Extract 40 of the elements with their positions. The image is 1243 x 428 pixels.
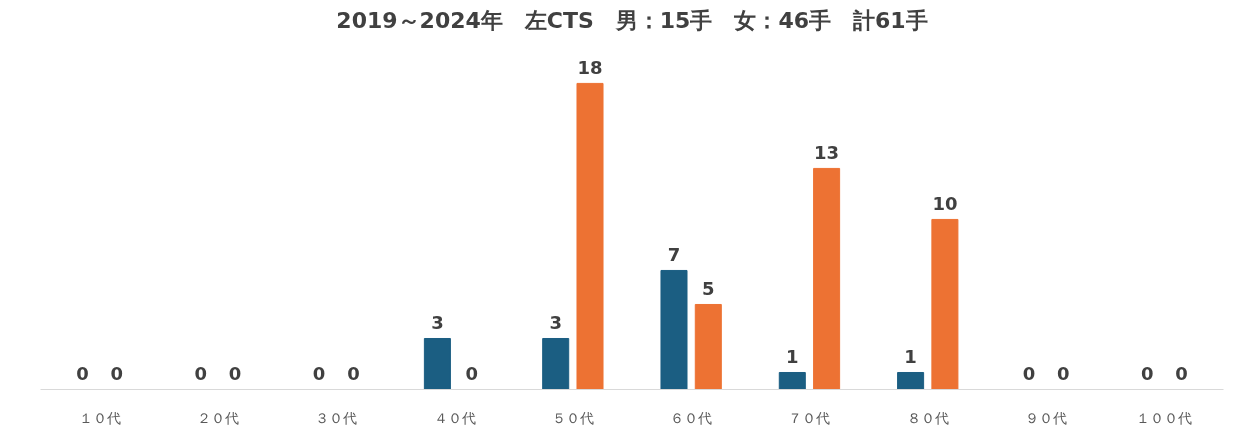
- bar: [897, 372, 925, 390]
- bar: [542, 337, 570, 390]
- data-label: 0: [465, 363, 478, 385]
- data-label: 0: [228, 363, 242, 385]
- bar: [660, 269, 688, 390]
- x-tick-label: ５０代: [551, 409, 594, 426]
- data-label: 0: [194, 363, 208, 385]
- data-label: 7: [667, 244, 681, 266]
- data-label: 0: [110, 363, 124, 385]
- x-tick-label: １０代: [78, 409, 121, 426]
- bar: [576, 82, 604, 390]
- data-label: 1: [786, 346, 799, 368]
- x-tick-label: ６０代: [670, 409, 713, 426]
- x-tick-label: １００代: [1136, 409, 1193, 426]
- bar: [694, 303, 722, 390]
- data-label: 0: [1140, 363, 1154, 385]
- data-label: 0: [1022, 363, 1036, 385]
- data-label: 3: [549, 312, 562, 334]
- data-label: 0: [1175, 363, 1188, 385]
- data-label: 0: [312, 363, 326, 385]
- x-tick-label: ３０代: [315, 409, 358, 426]
- x-tick-label: ８０代: [906, 409, 949, 426]
- chart-title: 2019～2024年 左CTS 男：15手 女：46手 計61手: [336, 7, 928, 33]
- x-tick-label: ９０代: [1025, 409, 1068, 426]
- data-label: 3: [431, 312, 444, 334]
- bar: [813, 167, 841, 390]
- x-tick-label: ７０代: [788, 409, 831, 426]
- bar: [423, 337, 451, 390]
- data-label: 10: [932, 193, 958, 215]
- bar: [778, 372, 806, 390]
- data-label: 0: [1056, 363, 1070, 385]
- data-label: 1: [904, 346, 917, 368]
- x-tick-label: ４０代: [433, 409, 476, 426]
- data-label: 5: [702, 278, 715, 300]
- data-label: 18: [577, 57, 603, 79]
- data-label: 0: [347, 363, 360, 385]
- x-tick-label: ２０代: [196, 409, 239, 426]
- data-label: 0: [76, 363, 89, 385]
- data-label: 13: [814, 142, 840, 164]
- bar: [931, 218, 959, 390]
